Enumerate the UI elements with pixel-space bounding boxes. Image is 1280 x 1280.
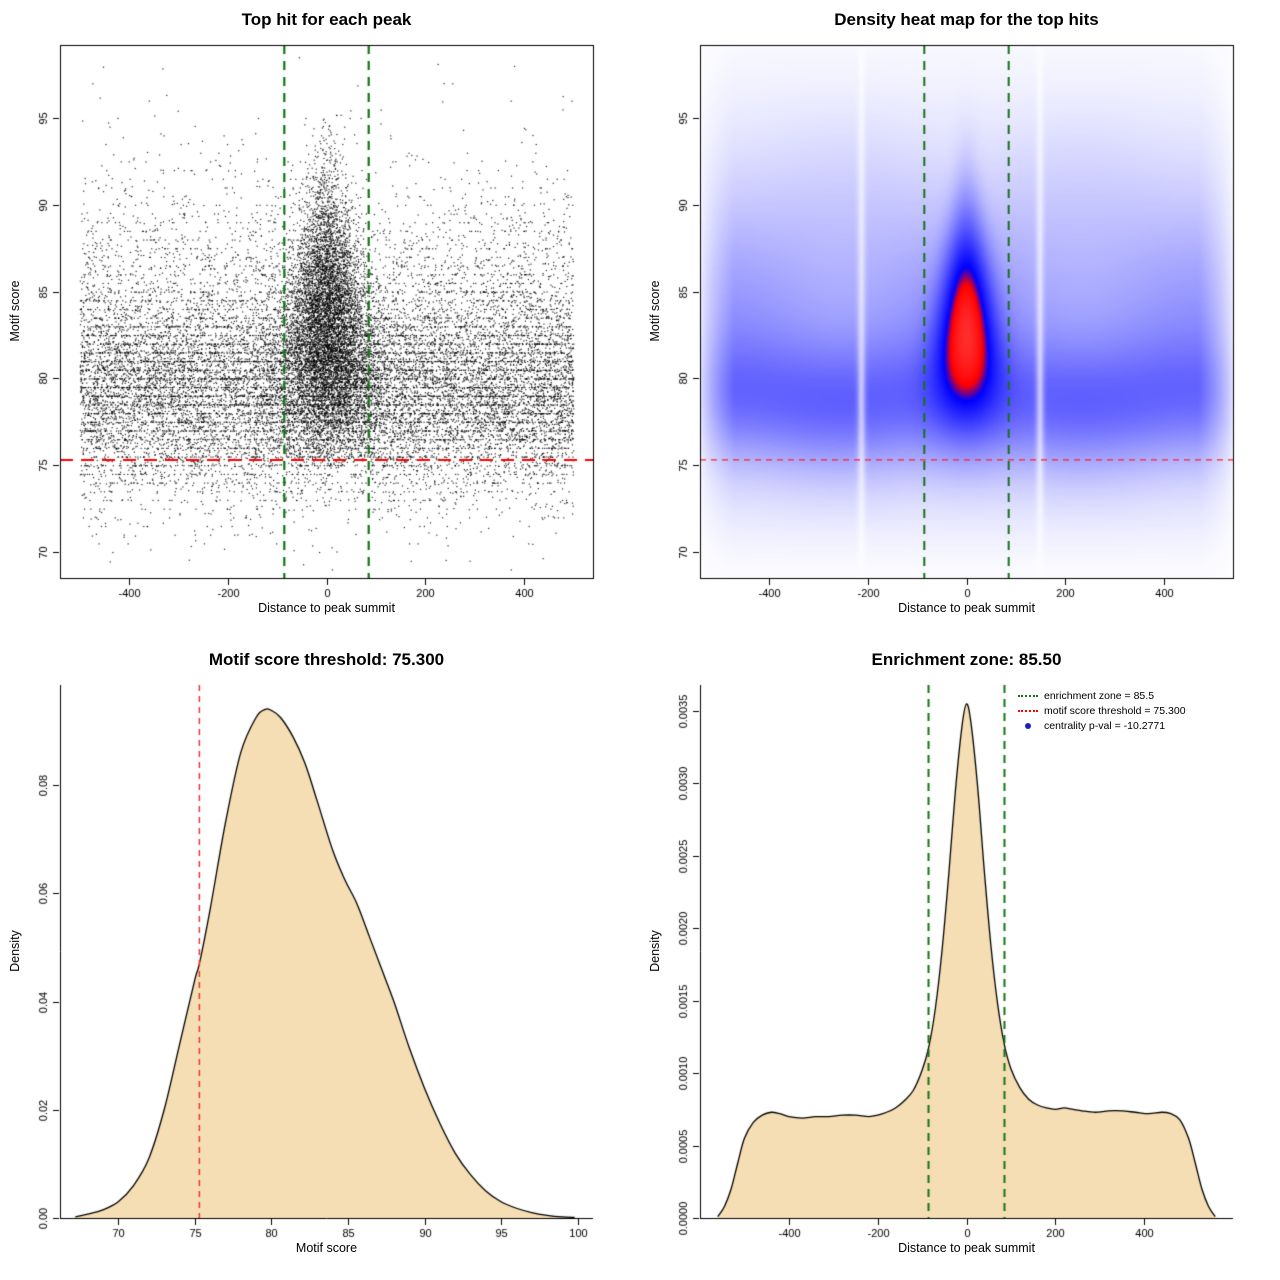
scatter-title: Top hit for each peak [241,10,412,29]
enrichment-zone-canvas [640,640,1280,1280]
scatter-xlabel: Distance to peak summit [258,601,395,615]
heatmap-canvas [640,0,1280,640]
enrichment-ylabel: Density [648,930,662,972]
legend-item-enrichment-zone: enrichment zone = 85.5 [1018,688,1233,703]
heatmap-xlabel: Distance to peak summit [898,601,1035,615]
enrichment-xlabel: Distance to peak summit [898,1241,1035,1255]
point-icon [1025,722,1031,729]
enrichment-zone-title: Enrichment zone: 85.50 [871,650,1062,669]
motif-score-density-canvas [0,640,640,1280]
legend-item-centrality-pval: centrality p-val = -10.2771 [1018,718,1233,733]
panel-top-hits-scatter: Top hit for each peak Motif score Distan… [0,0,640,640]
motif-density-ylabel: Density [8,930,22,972]
legend-label: centrality p-val = -10.2771 [1044,719,1166,732]
motif-density-xlabel: Motif score [295,1241,358,1255]
panel-motif-score-density: Motif score threshold: 75.300 Density Mo… [0,640,640,1280]
heatmap-title: Density heat map for the top hits [834,10,1099,29]
dotted-line-icon [1018,694,1038,697]
legend-label: motif score threshold = 75.300 [1044,704,1186,717]
plot-legend: enrichment zone = 85.5 motif score thres… [1018,688,1233,733]
scatter-plot-canvas [0,0,640,640]
scatter-ylabel: Motif score [8,280,22,342]
legend-label: enrichment zone = 85.5 [1044,689,1155,702]
legend-item-motif-threshold: motif score threshold = 75.300 [1018,703,1233,718]
heatmap-ylabel: Motif score [648,280,662,342]
dotted-line-icon [1018,709,1038,712]
motif-threshold-title: Motif score threshold: 75.300 [208,650,445,669]
panel-density-heatmap: Density heat map for the top hits Motif … [640,0,1280,640]
panel-enrichment-zone-density: Enrichment zone: 85.50 Density Distance … [640,640,1280,1280]
